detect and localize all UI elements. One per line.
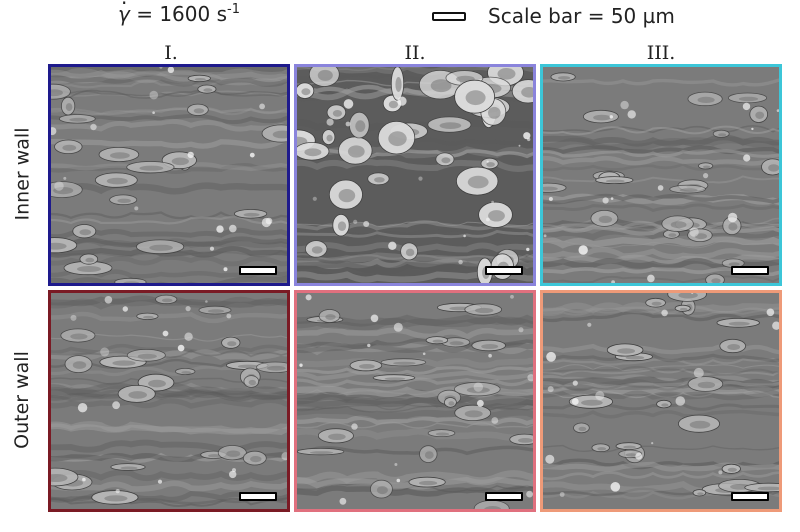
scale-bar bbox=[239, 266, 277, 275]
row-label-outer-text: Outer wall bbox=[11, 351, 34, 449]
micrograph-image bbox=[297, 293, 533, 509]
micrograph-image bbox=[297, 67, 533, 283]
scale-bar bbox=[239, 492, 277, 501]
scale-legend-label: Scale bar = 50 µm bbox=[488, 4, 675, 28]
scale-bar bbox=[485, 492, 523, 501]
column-label-1: I. bbox=[164, 42, 178, 64]
scale-bar bbox=[731, 266, 769, 275]
column-label-3: III. bbox=[646, 42, 676, 64]
micrograph-image bbox=[543, 67, 779, 283]
scale-bar bbox=[731, 492, 769, 501]
micrograph-image bbox=[51, 67, 287, 283]
panel-outer-3 bbox=[540, 290, 782, 512]
panel-outer-1 bbox=[48, 290, 290, 512]
panel-inner-1 bbox=[48, 64, 290, 286]
scale-legend: Scale bar = 50 µm bbox=[432, 4, 675, 28]
gamma-dot-symbol: γ bbox=[118, 0, 130, 26]
row-label-inner-text: Inner wall bbox=[11, 127, 33, 221]
panel-inner-2 bbox=[294, 64, 536, 286]
micrograph-image bbox=[51, 293, 287, 509]
shear-rate-label: γ = 1600 s-1 bbox=[118, 0, 240, 26]
scale-bar-legend-icon bbox=[432, 11, 466, 21]
shear-rate-value: = 1600 s bbox=[129, 2, 227, 26]
column-label-2: II. bbox=[404, 42, 426, 64]
panel-inner-3 bbox=[540, 64, 782, 286]
scale-bar bbox=[485, 266, 523, 275]
shear-rate-exponent: -1 bbox=[227, 2, 240, 17]
row-label-outer: Outer wall bbox=[0, 290, 44, 510]
panel-outer-2 bbox=[294, 290, 536, 512]
row-label-inner: Inner wall bbox=[0, 64, 44, 284]
micrograph-image bbox=[543, 293, 779, 509]
